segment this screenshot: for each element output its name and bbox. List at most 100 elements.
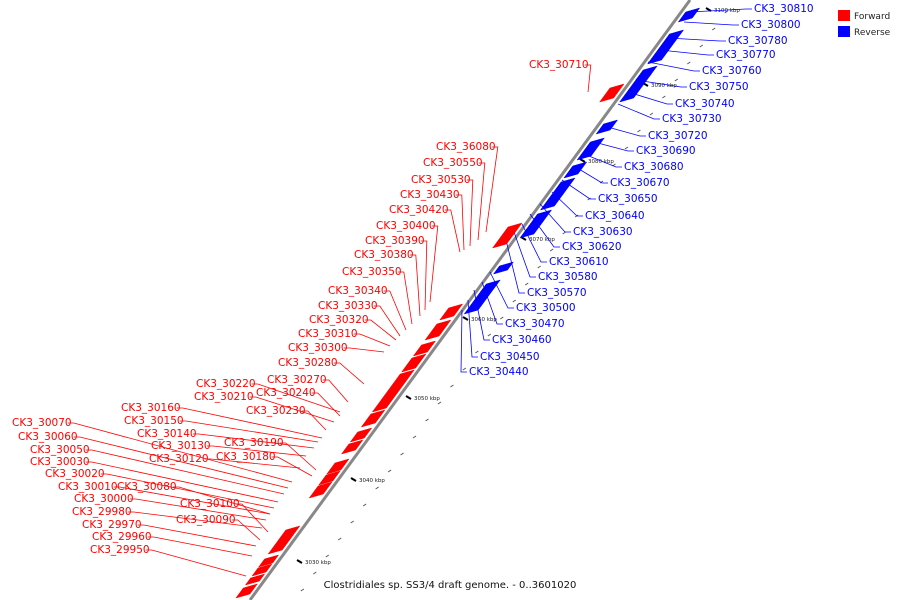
- forward-gene-block: [340, 439, 364, 455]
- scale-dash: [637, 129, 641, 133]
- forward-gene-label: CK3_29980: [72, 506, 132, 518]
- tick-mark: [462, 316, 469, 321]
- forward-gene-label: CK3_30220: [196, 378, 256, 390]
- forward-gene-label: CK3_30150: [124, 415, 184, 427]
- reverse-gene-block: [661, 29, 685, 45]
- tick-label: 3040 kbp: [359, 478, 385, 484]
- reverse-leader-line: [635, 79, 687, 88]
- reverse-gene-label: CK3_30620: [562, 241, 622, 253]
- scale-dash: [699, 44, 704, 48]
- forward-leader-line: [466, 179, 474, 247]
- scale-dash: [500, 316, 504, 320]
- scale-dash: [649, 112, 654, 116]
- forward-gene-label: CK3_29960: [92, 531, 152, 543]
- scale-dash: [362, 503, 367, 507]
- scale-dash: [662, 95, 666, 99]
- forward-gene-label: CK3_30230: [246, 405, 306, 417]
- forward-gene-label: CK3_30050: [30, 444, 90, 456]
- reverse-leader-line: [489, 271, 514, 309]
- reverse-gene-block: [563, 161, 588, 179]
- reverse-leader-line: [603, 125, 646, 137]
- forward-gene-label: CK3_30380: [354, 249, 414, 261]
- forward-gene-block: [599, 83, 625, 103]
- scale-dash: [412, 435, 417, 439]
- scale-dash: [375, 486, 379, 490]
- scale-dash: [587, 197, 591, 201]
- reverse-leader-line: [667, 37, 726, 42]
- tick-label: 3050 kbp: [414, 396, 440, 402]
- forward-leader-line: [409, 254, 421, 317]
- scale-dash: [425, 418, 429, 422]
- forward-leader-line: [129, 498, 267, 521]
- reverse-gene-block: [492, 261, 515, 275]
- forward-leader-line: [364, 319, 397, 341]
- forward-leader-line: [145, 549, 247, 577]
- reverse-gene-label: CK3_30650: [598, 193, 658, 205]
- forward-gene-label: CK3_36080: [436, 141, 496, 153]
- tick-mark: [705, 7, 712, 12]
- forward-gene-label: CK3_30710: [529, 59, 589, 71]
- forward-leader-line: [206, 445, 307, 457]
- tick-mark: [296, 559, 303, 564]
- reverse-gene-label: CK3_30670: [610, 177, 670, 189]
- forward-leader-line: [85, 461, 279, 503]
- forward-gene-label: CK3_30210: [194, 391, 254, 403]
- reverse-leader-line: [573, 165, 608, 184]
- reverse-gene-label: CK3_30610: [549, 256, 609, 268]
- forward-gene-label: CK3_30160: [121, 402, 181, 414]
- forward-leader-line: [301, 410, 327, 431]
- tick-mark: [405, 395, 412, 400]
- forward-leader-line: [192, 433, 315, 449]
- forward-leader-line: [397, 271, 413, 325]
- scale-dash: [512, 299, 517, 303]
- reverse-gene-label: CK3_30450: [480, 351, 540, 363]
- tick-label: 3080 kbp: [588, 159, 614, 165]
- forward-gene-block: [439, 303, 464, 321]
- forward-leader-line: [333, 362, 365, 385]
- tick-mark: [350, 477, 357, 482]
- reverse-gene-label: CK3_30630: [573, 226, 633, 238]
- forward-leader-line: [444, 209, 461, 253]
- scale-dash: [462, 367, 467, 371]
- scale-dash: [711, 27, 716, 31]
- reverse-gene-label: CK3_30750: [689, 81, 749, 93]
- scale-dash: [549, 248, 554, 252]
- reverse-leader-line: [551, 191, 583, 217]
- forward-gene-label: CK3_30140: [137, 428, 197, 440]
- reverse-gene-label: CK3_30580: [538, 271, 598, 283]
- forward-gene-label: CK3_30400: [376, 220, 436, 232]
- forward-gene-label: CK3_30300: [288, 342, 348, 354]
- forward-leader-line: [420, 240, 428, 311]
- genome-caption: Clostridiales sp. SS3/4 draft genome. - …: [324, 580, 577, 591]
- forward-gene-label: CK3_29970: [82, 519, 142, 531]
- reverse-gene-block: [479, 279, 501, 293]
- tick-label: 3090 kbp: [651, 83, 677, 89]
- reverse-gene-label: CK3_30680: [624, 161, 684, 173]
- legend-forward-swatch: [838, 10, 850, 21]
- forward-leader-line: [353, 333, 391, 347]
- tick-label: 3030 kbp: [305, 560, 331, 566]
- forward-gene-label: CK3_30180: [216, 451, 276, 463]
- forward-gene-block: [326, 458, 350, 475]
- reverse-gene-block: [595, 119, 619, 135]
- forward-leader-line: [279, 442, 317, 471]
- forward-gene-label: CK3_30130: [151, 440, 211, 452]
- forward-leader-line: [251, 383, 341, 413]
- forward-leader-line: [100, 473, 275, 509]
- forward-gene-block: [276, 525, 301, 543]
- reverse-leader-line: [460, 309, 467, 373]
- forward-gene-block: [499, 222, 523, 239]
- reverse-leader-line: [561, 179, 596, 200]
- forward-gene-block: [360, 409, 386, 428]
- forward-leader-line: [429, 225, 439, 303]
- forward-gene-block: [349, 427, 373, 443]
- gene-labels: CK3_30710 CK3_36080 CK3_30550 CK3_30530 CK3_…: [12, 3, 814, 556]
- reverse-leader-line: [627, 91, 673, 105]
- forward-leader-line: [67, 422, 293, 483]
- forward-leader-line: [455, 194, 465, 251]
- tick-label: 3100 kbp: [714, 8, 740, 14]
- gene-blocks: [235, 7, 701, 599]
- forward-gene-block: [401, 353, 427, 373]
- forward-leader-line: [85, 449, 285, 495]
- scale-dash: [487, 333, 492, 337]
